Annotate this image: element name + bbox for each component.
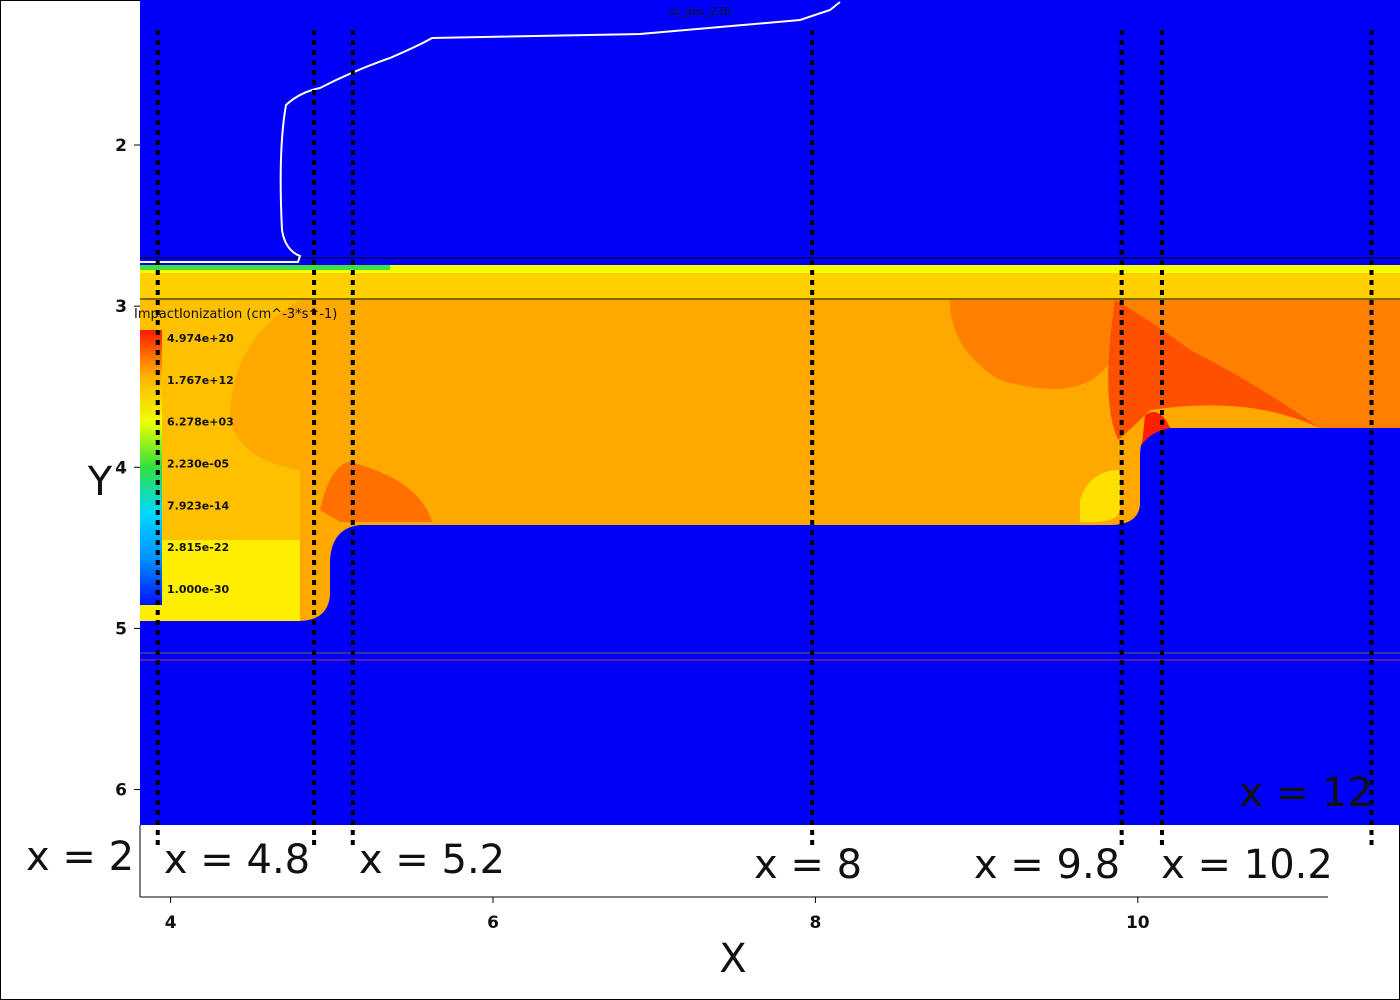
y-tick-label: 6: [115, 781, 127, 801]
x-tick-label: 10: [1126, 913, 1150, 933]
y-tick-label: 4: [115, 458, 127, 478]
cutline-label: x = 2: [26, 834, 134, 880]
cutline-label: x = 5.2: [359, 837, 505, 883]
x-tick-label: 6: [487, 913, 499, 933]
x-axis-label: X: [719, 936, 746, 982]
y-axis-label: Y: [87, 459, 113, 505]
y-tick-label: 2: [115, 136, 127, 156]
chart-title: st_des_230: [669, 5, 731, 18]
legend-label: 7.923e-14: [167, 499, 229, 512]
y-tick-label: 3: [115, 297, 127, 317]
cutline-label: x = 10.2: [1161, 842, 1333, 888]
cutline-label: x = 12: [1239, 770, 1373, 816]
legend-label: 6.278e+03: [167, 416, 234, 429]
cutline-label: x = 8: [754, 842, 862, 888]
legend-label: 1.000e-30: [167, 583, 229, 596]
legend-label: 4.974e+20: [167, 332, 234, 345]
y-tick-label: 5: [115, 619, 127, 639]
legend-title: ImpactIonization (cm^-3*s^-1): [134, 307, 337, 322]
colorbar: [140, 330, 162, 605]
contour-field: [140, 0, 1400, 825]
legend-label: 2.815e-22: [167, 541, 229, 554]
cutline-label: x = 4.8: [164, 837, 310, 883]
cutline-label: x = 9.8: [974, 842, 1120, 888]
legend-label: 1.767e+12: [167, 374, 234, 387]
x-tick-label: 4: [165, 913, 177, 933]
x-tick-label: 8: [809, 913, 821, 933]
legend-label: 2.230e-05: [167, 458, 229, 471]
